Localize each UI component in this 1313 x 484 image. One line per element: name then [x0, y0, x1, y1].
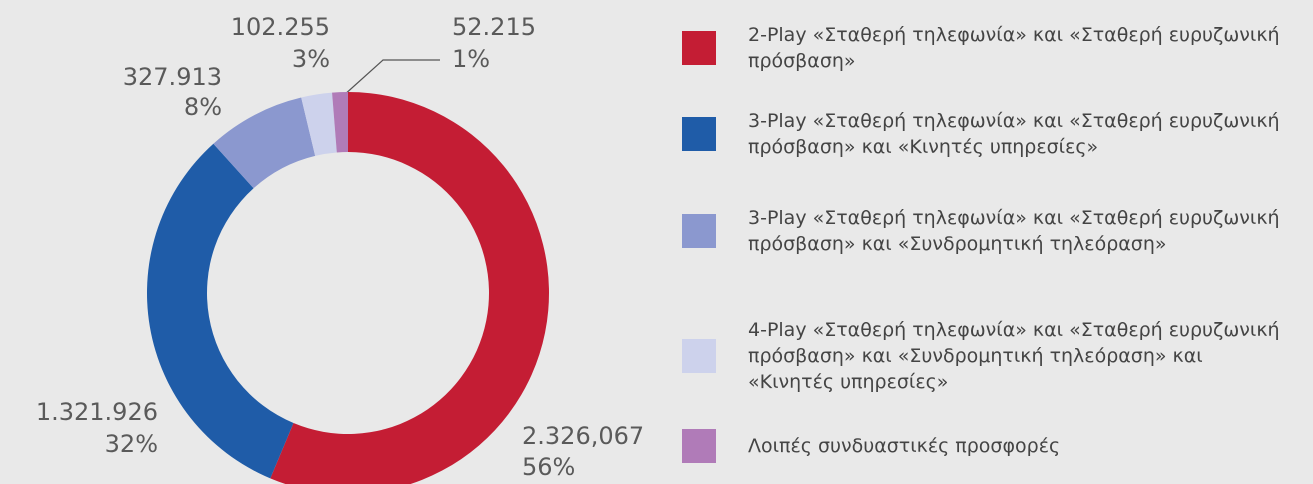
legend-swatch [682, 31, 716, 65]
donut-segment [213, 97, 316, 189]
legend-item: 4-Play «Σταθερή τηλεφωνία» και «Σταθερή … [682, 317, 1288, 395]
legend-item: 2-Play «Σταθερή τηλεφωνία» και «Σταθερή … [682, 22, 1288, 74]
legend-item: Λοιπές συνδυαστικές προσφορές [682, 429, 1288, 463]
value-label: 2.326,067 [522, 422, 644, 450]
legend-swatch [682, 214, 716, 248]
donut-segment [301, 92, 337, 156]
legend-swatch [682, 117, 716, 151]
legend-item: 3-Play «Σταθερή τηλεφωνία» και «Σταθερή … [682, 108, 1288, 160]
legend-item: 3-Play «Σταθερή τηλεφωνία» και «Σταθερή … [682, 205, 1288, 257]
legend-label: 3-Play «Σταθερή τηλεφωνία» και «Σταθερή … [748, 207, 1280, 255]
value-label: 52.215 [452, 13, 536, 41]
percent-label: 1% [452, 45, 490, 73]
legend-label: Λοιπές συνδυαστικές προσφορές [748, 435, 1061, 457]
percent-label: 8% [184, 93, 222, 121]
percent-label: 56% [522, 453, 575, 481]
legend-label: 2-Play «Σταθερή τηλεφωνία» και «Σταθερή … [748, 24, 1280, 72]
value-label: 102.255 [231, 13, 330, 41]
donut-segment [270, 92, 549, 484]
donut-segment [146, 143, 294, 479]
percent-label: 32% [105, 430, 158, 458]
value-label: 1.321.926 [36, 398, 158, 426]
legend-swatch [682, 339, 716, 373]
legend-label: 3-Play «Σταθερή τηλεφωνία» και «Σταθερή … [748, 110, 1280, 158]
value-label: 327.913 [123, 63, 222, 91]
donut-segment [332, 92, 348, 153]
legend-swatch [682, 429, 716, 463]
leader-line [342, 59, 440, 97]
percent-label: 3% [292, 45, 330, 73]
legend-label: 4-Play «Σταθερή τηλεφωνία» και «Σταθερή … [748, 319, 1280, 393]
